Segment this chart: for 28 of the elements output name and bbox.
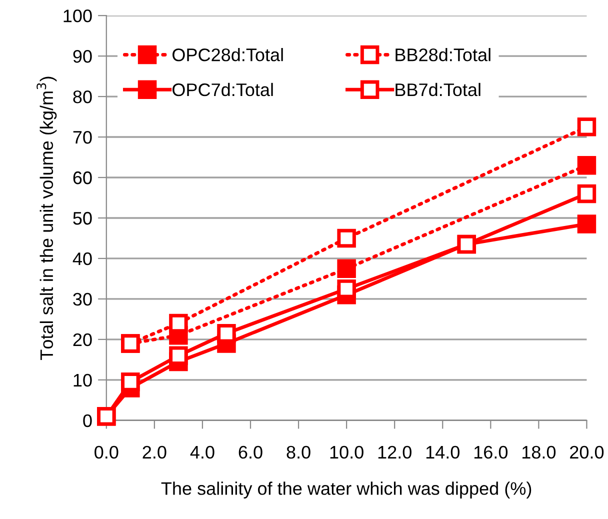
y-tick-label: 20 (73, 333, 92, 346)
x-tick-label: 18.0 (522, 446, 556, 459)
x-axis-title: The salinity of the water which was dipped (%) (161, 482, 532, 498)
y-tick-label: 70 (73, 130, 92, 144)
x-tick-label: 2.0 (142, 446, 166, 459)
x-tick-label: 20.0 (570, 446, 604, 459)
y-tick-label: 0 (83, 414, 92, 428)
x-tick-label: 6.0 (238, 446, 262, 459)
y-tick-label: 80 (73, 90, 92, 104)
x-tick-label: 8.0 (286, 446, 310, 459)
y-axis-title: Total salt in the unit volume (kg/m$^{3}$) (36, 76, 57, 360)
y-tick-label: 40 (72, 252, 92, 266)
y-tick-label: 10 (74, 374, 92, 387)
x-tick-label: 16.0 (474, 446, 508, 459)
legend-label: BB7d:Total (396, 82, 480, 96)
x-tick-label: 12.0 (378, 446, 412, 459)
y-tick-label: 50 (73, 212, 92, 225)
legend-label: OPC7d:Total (172, 82, 273, 96)
y-tick-label: 30 (73, 292, 92, 306)
x-tick-label: 14.0 (426, 446, 460, 459)
legend-label: BB28d:Total (396, 48, 490, 62)
legend-label: OPC28d:Total (172, 48, 283, 62)
y-tick-label: 100 (64, 10, 92, 22)
y-tick-label: 60 (73, 171, 92, 184)
x-tick-label: 4.0 (190, 446, 214, 459)
x-tick-label: 0.0 (94, 446, 118, 459)
x-tick-label: 10.0 (330, 446, 364, 459)
y-tick-label: 90 (73, 50, 92, 63)
